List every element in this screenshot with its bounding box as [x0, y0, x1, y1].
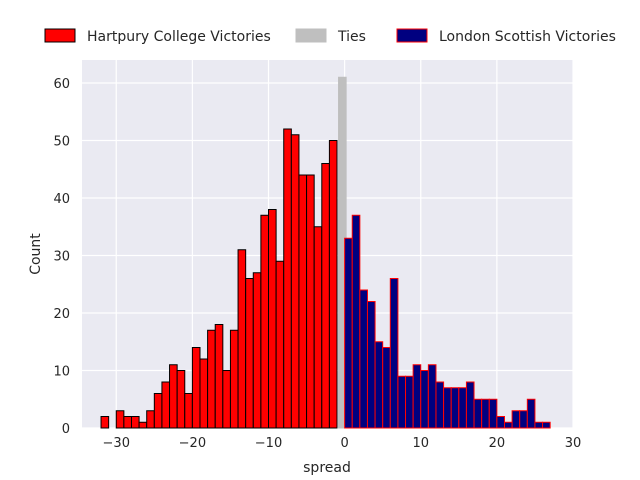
- legend-label: Hartpury College Victories: [87, 29, 271, 45]
- bar-series-2: [374, 341, 384, 429]
- y-tick-label: 50: [53, 135, 70, 150]
- x-tick-label: 0: [340, 436, 348, 451]
- bar-series-0: [328, 140, 338, 429]
- bar-series-2: [412, 364, 422, 429]
- bar-series-0: [153, 393, 163, 429]
- bar-series-2: [427, 364, 437, 429]
- y-tick-label: 40: [53, 192, 70, 207]
- bar-series-2: [488, 398, 498, 429]
- bar-series-2: [382, 347, 391, 429]
- y-tick-label: 10: [53, 365, 70, 380]
- bar-series-0: [260, 214, 270, 429]
- x-axis-label: spread: [303, 460, 351, 476]
- bar-series-2: [389, 278, 399, 429]
- bar-series-0: [245, 278, 254, 429]
- bar-series-0: [199, 358, 209, 429]
- bar-series-0: [306, 174, 315, 429]
- bar-series-2: [465, 381, 475, 429]
- x-tick-label: 10: [412, 436, 429, 451]
- bar-series-2: [519, 410, 528, 429]
- bar-series-0: [214, 324, 224, 429]
- bar-series-0: [123, 416, 132, 429]
- bar-series-2: [481, 398, 490, 429]
- bar-series-0: [191, 347, 201, 429]
- x-tick-label: 20: [489, 436, 506, 451]
- bar-series-0: [222, 370, 231, 429]
- bar-series-2: [351, 214, 361, 429]
- bar-series-0: [283, 128, 292, 429]
- legend-label: London Scottish Victories: [439, 29, 616, 45]
- bar-series-2: [458, 387, 467, 429]
- bar-series-0: [146, 410, 155, 429]
- bar-series-0: [290, 134, 300, 429]
- bar-series-2: [366, 301, 376, 429]
- x-tick-label: −20: [179, 436, 206, 451]
- bar-series-0: [207, 329, 216, 429]
- bar-series-2: [405, 375, 414, 429]
- legend: Hartpury College Victories Ties London Sco…: [44, 28, 616, 45]
- y-axis-label: Count: [28, 233, 44, 275]
- axis-ticks: −30 −20 −10 0 10 20 30 0 10 20 30 40 50 60: [53, 77, 581, 451]
- legend-label: Ties: [337, 29, 366, 45]
- bar-series-2: [473, 398, 483, 429]
- bar-series-2: [435, 381, 445, 429]
- y-tick-label: 30: [53, 250, 70, 265]
- bar-series-0: [275, 260, 285, 429]
- bar-series-0: [130, 416, 140, 429]
- bar-series-0: [298, 174, 308, 429]
- bar-series-2: [542, 421, 551, 429]
- bar-series-0: [252, 272, 262, 429]
- bar-series-0: [229, 329, 239, 429]
- bar-series-2: [534, 421, 544, 429]
- y-tick-label: 0: [62, 422, 70, 437]
- x-tick-label: 30: [565, 436, 582, 451]
- bar-series-0: [321, 163, 330, 429]
- bar-series-0: [161, 381, 171, 429]
- x-tick-label: −30: [103, 436, 130, 451]
- bar-series-2: [503, 421, 513, 429]
- legend-swatch: [396, 28, 428, 43]
- bar-series-0: [176, 370, 186, 429]
- bar-series-2: [450, 387, 460, 429]
- bar-series-0: [237, 249, 247, 429]
- x-tick-label: −10: [255, 436, 282, 451]
- legend-swatch: [295, 28, 327, 43]
- bar-series-2: [397, 375, 407, 429]
- bar-series-2: [344, 237, 353, 429]
- histogram-bars: [100, 76, 551, 429]
- bar-series-0: [313, 226, 323, 429]
- bar-series-2: [420, 370, 429, 429]
- legend-swatch: [44, 28, 76, 43]
- bar-series-2: [443, 387, 452, 429]
- bar-series-2: [511, 410, 521, 429]
- bar-series-0: [115, 410, 125, 429]
- y-tick-label: 20: [53, 307, 70, 322]
- y-tick-label: 60: [53, 77, 70, 92]
- bar-series-0: [268, 209, 277, 429]
- bar-series-2: [359, 289, 368, 429]
- bar-series-2: [496, 416, 505, 429]
- bar-series-0: [184, 393, 193, 429]
- bar-series-0: [169, 364, 178, 429]
- bar-series-0: [100, 416, 110, 429]
- bar-series-0: [138, 421, 148, 429]
- bar-series-2: [526, 398, 536, 429]
